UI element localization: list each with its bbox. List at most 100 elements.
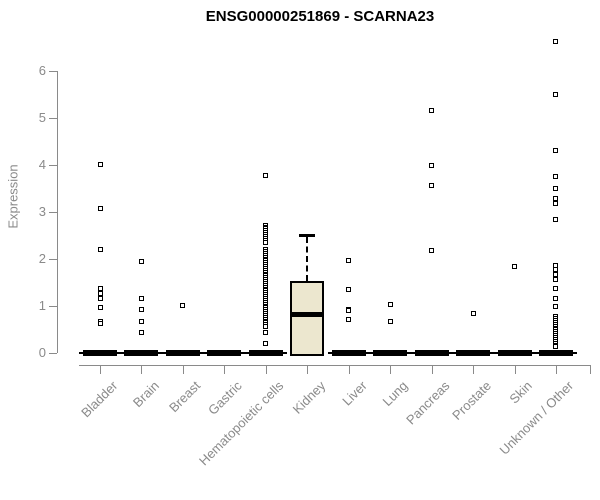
zero-median-bar [373,350,408,356]
outlier-point [138,330,144,336]
outlier-point [553,201,559,207]
x-tick-label: Breast [166,378,204,416]
y-tick [49,118,57,119]
y-tick-label: 6 [38,63,46,78]
outlier-point [138,258,144,264]
outlier-point [512,264,517,270]
outlier-point [553,276,559,282]
outlier-point [138,307,144,313]
y-tick [49,306,57,307]
outlier-point [97,247,103,253]
zero-median-bar [497,350,532,356]
outlier-point [553,267,559,273]
outlier-point [553,272,559,277]
median-line [290,311,325,317]
chart-title: ENSG00000251869 - SCARNA23 [205,8,435,25]
x-tick [555,365,557,374]
zero-median-bar [207,350,242,356]
zero-median-bar [124,350,159,356]
outlier-point [429,247,435,253]
whisker-cap [299,233,316,237]
outlier-point [553,148,559,154]
x-tick [224,365,226,374]
outlier-point [97,320,103,326]
outlier-point [553,344,559,350]
outlier-point [180,302,186,308]
outlier-point [553,285,559,291]
outlier-point [346,316,352,322]
x-tick-label: Gastric [205,378,245,418]
outlier-point [553,217,559,223]
outlier-point [346,286,352,292]
y-tick [49,71,57,72]
outlier-point [429,182,435,188]
x-tick [182,365,184,374]
outlier-point [553,91,559,97]
zero-median-bar [83,350,117,356]
outlier-point [263,324,269,330]
zero-median-bar [414,350,449,356]
outlier-point [138,296,144,302]
whisker-line [306,236,309,282]
outlier-point [97,161,103,167]
x-tick-label: Liver [338,378,370,409]
y-tick-label: 5 [38,110,46,125]
y-tick-label: 0 [38,345,46,360]
y-tick-label: 2 [38,251,46,266]
x-axis-end-tick [590,365,591,374]
outlier-point [553,196,559,202]
x-tick [348,365,350,374]
outlier-point [97,296,103,302]
x-tick [390,365,392,374]
x-tick [307,365,309,374]
x-tick-label: Bladder [78,378,121,421]
y-tick [49,165,57,166]
outlier-point [97,305,103,311]
x-axis-line [79,365,590,366]
x-tick [265,365,267,374]
outlier-point [553,174,559,180]
box [290,281,325,356]
outlier-point [263,173,269,179]
x-tick [431,365,433,374]
outlier-point [97,290,103,296]
x-tick-label: Skin [506,378,536,407]
x-tick-label: Pancreas [402,378,453,428]
x-tick [141,365,143,374]
outlier-point [553,295,559,301]
outlier-point [553,39,559,45]
outlier-point [346,308,352,314]
y-axis-line [57,71,58,353]
zero-median-bar [538,350,573,356]
outlier-point [263,330,269,336]
outlier-point [553,262,559,268]
outlier-point [553,185,559,191]
zero-median-bar [165,350,200,356]
x-tick [473,365,475,374]
outlier-point [138,318,144,324]
outlier-point [387,301,393,307]
outlier-point [97,205,103,211]
x-tick-label: Lung [379,378,411,410]
y-tick [49,353,57,354]
outlier-point [553,304,559,310]
outlier-point [346,258,352,264]
outlier-point [263,341,269,347]
x-tick [514,365,516,374]
y-tick-label: 3 [38,204,46,219]
outlier-point [429,108,435,114]
x-tick [100,365,101,374]
y-tick [49,259,57,260]
outlier-point [387,319,393,325]
x-tick-label: Brain [129,378,163,411]
outlier-point [263,239,269,245]
y-tick-label: 4 [38,157,46,172]
x-tick-label: Kidney [289,378,328,417]
outlier-point [97,285,103,291]
y-tick-label: 1 [38,298,46,313]
x-tick-label: Prostate [448,378,494,423]
y-tick [49,212,57,213]
